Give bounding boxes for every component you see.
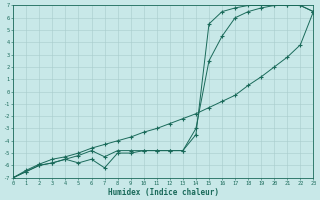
X-axis label: Humidex (Indice chaleur): Humidex (Indice chaleur): [108, 188, 219, 197]
